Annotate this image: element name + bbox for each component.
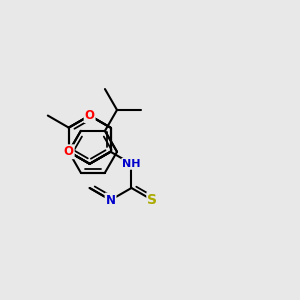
- Text: N: N: [106, 194, 116, 207]
- Text: O: O: [85, 109, 94, 122]
- Text: O: O: [64, 145, 74, 158]
- Text: S: S: [147, 193, 158, 207]
- Text: NH: NH: [122, 159, 141, 169]
